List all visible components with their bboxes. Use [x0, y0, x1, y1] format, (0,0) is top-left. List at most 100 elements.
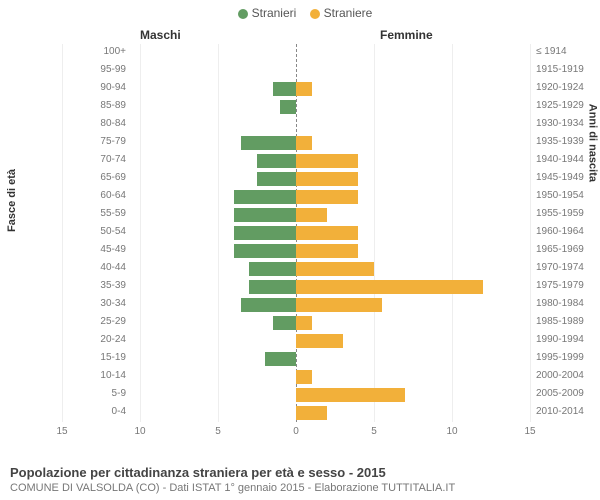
col-header-male: Maschi — [140, 28, 181, 42]
pyramid-row — [62, 62, 530, 80]
birth-year-label: 1920-1924 — [536, 82, 596, 93]
birth-year-label: 1930-1934 — [536, 118, 596, 129]
age-label: 90-94 — [70, 82, 126, 93]
birth-year-label: 1935-1939 — [536, 136, 596, 147]
bar-female — [296, 334, 343, 348]
pyramid-row — [62, 404, 530, 422]
bar-female — [296, 82, 312, 96]
pyramid-row — [62, 188, 530, 206]
age-label: 35-39 — [70, 280, 126, 291]
birth-year-label: ≤ 1914 — [536, 46, 596, 57]
bar-female — [296, 172, 358, 186]
age-label: 40-44 — [70, 262, 126, 273]
pyramid-row — [62, 80, 530, 98]
age-label: 100+ — [70, 46, 126, 57]
bar-male — [234, 244, 296, 258]
bar-male — [265, 352, 296, 366]
birth-year-label: 1915-1919 — [536, 64, 596, 75]
bar-male — [249, 280, 296, 294]
bar-male — [273, 82, 296, 96]
bar-female — [296, 298, 382, 312]
bar-female — [296, 370, 312, 384]
age-label: 80-84 — [70, 118, 126, 129]
bar-female — [296, 136, 312, 150]
pyramid-row — [62, 170, 530, 188]
age-label: 70-74 — [70, 154, 126, 165]
pyramid-row — [62, 206, 530, 224]
birth-year-label: 2010-2014 — [536, 406, 596, 417]
x-tick: 10 — [134, 426, 145, 437]
pyramid-row — [62, 332, 530, 350]
legend: Stranieri Straniere — [0, 6, 600, 20]
pyramid-row — [62, 242, 530, 260]
birth-year-label: 1945-1949 — [536, 172, 596, 183]
x-tick: 5 — [371, 426, 377, 437]
pyramid-row — [62, 350, 530, 368]
bar-female — [296, 208, 327, 222]
col-header-female: Femmine — [380, 28, 433, 42]
age-label: 95-99 — [70, 64, 126, 75]
birth-year-label: 2005-2009 — [536, 388, 596, 399]
bar-female — [296, 316, 312, 330]
age-label: 20-24 — [70, 334, 126, 345]
age-label: 10-14 — [70, 370, 126, 381]
legend-male-swatch — [238, 9, 248, 19]
birth-year-label: 1980-1984 — [536, 298, 596, 309]
bar-male — [241, 136, 296, 150]
bar-male — [257, 154, 296, 168]
pyramid-row — [62, 134, 530, 152]
x-tick: 5 — [215, 426, 221, 437]
age-label: 75-79 — [70, 136, 126, 147]
birth-year-label: 1940-1944 — [536, 154, 596, 165]
bar-female — [296, 280, 483, 294]
bar-male — [280, 100, 296, 114]
bar-male — [234, 190, 296, 204]
bar-male — [234, 226, 296, 240]
x-tick: 0 — [293, 426, 299, 437]
age-label: 25-29 — [70, 316, 126, 327]
pyramid-row — [62, 260, 530, 278]
x-tick: 10 — [446, 426, 457, 437]
legend-female-label: Straniere — [324, 6, 373, 20]
birth-year-label: 1970-1974 — [536, 262, 596, 273]
pyramid-row — [62, 224, 530, 242]
birth-year-label: 1960-1964 — [536, 226, 596, 237]
birth-year-label: 1965-1969 — [536, 244, 596, 255]
age-label: 5-9 — [70, 388, 126, 399]
age-label: 15-19 — [70, 352, 126, 363]
grid-line — [530, 44, 531, 422]
bar-female — [296, 388, 405, 402]
bar-female — [296, 406, 327, 420]
x-tick: 15 — [56, 426, 67, 437]
pyramid-row — [62, 116, 530, 134]
pyramid-row — [62, 278, 530, 296]
birth-year-label: 1925-1929 — [536, 100, 596, 111]
y-axis-title-left: Fasce di età — [6, 169, 18, 232]
age-label: 45-49 — [70, 244, 126, 255]
pyramid-row — [62, 98, 530, 116]
age-label: 65-69 — [70, 172, 126, 183]
age-label: 30-34 — [70, 298, 126, 309]
age-label: 55-59 — [70, 208, 126, 219]
birth-year-label: 1955-1959 — [536, 208, 596, 219]
chart-area — [62, 44, 530, 422]
age-label: 85-89 — [70, 100, 126, 111]
birth-year-label: 1975-1979 — [536, 280, 596, 291]
birth-year-label: 1990-1994 — [536, 334, 596, 345]
pyramid-row — [62, 44, 530, 62]
age-label: 0-4 — [70, 406, 126, 417]
bar-male — [273, 316, 296, 330]
bar-female — [296, 262, 374, 276]
pyramid-row — [62, 296, 530, 314]
pyramid-row — [62, 368, 530, 386]
birth-year-label: 1985-1989 — [536, 316, 596, 327]
bar-male — [234, 208, 296, 222]
footer-subtitle: COMUNE DI VALSOLDA (CO) - Dati ISTAT 1° … — [10, 482, 590, 494]
pyramid-row — [62, 152, 530, 170]
birth-year-label: 1950-1954 — [536, 190, 596, 201]
bar-female — [296, 226, 358, 240]
footer: Popolazione per cittadinanza straniera p… — [10, 465, 590, 494]
bar-male — [257, 172, 296, 186]
bar-female — [296, 190, 358, 204]
bar-male — [241, 298, 296, 312]
